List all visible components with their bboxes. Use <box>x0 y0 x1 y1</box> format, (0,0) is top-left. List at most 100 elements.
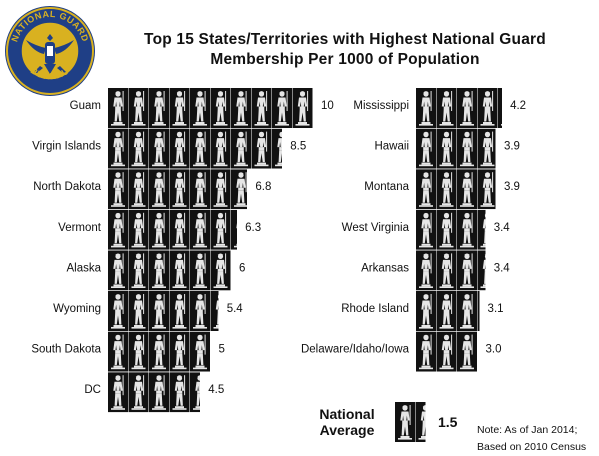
svg-text:BUREAU: BUREAU <box>29 65 71 81</box>
soldier-icon <box>190 372 200 413</box>
chart-row: Montana 3.9 <box>364 169 520 210</box>
soldier-icon <box>128 250 149 291</box>
soldier-icon <box>272 88 292 128</box>
soldier-icon <box>190 169 210 210</box>
soldier-icon <box>477 88 498 128</box>
soldier-icon <box>108 331 128 372</box>
category-label: Delaware/Idaho/Iowa <box>301 344 410 356</box>
data-label: 5 <box>219 344 225 356</box>
soldier-icon <box>231 128 251 169</box>
category-label: West Virginia <box>342 222 410 234</box>
soldier-icon <box>436 209 457 250</box>
soldier-icon <box>477 128 496 169</box>
soldier-icon <box>457 291 477 331</box>
soldier-icon <box>128 372 149 413</box>
soldier-icon <box>457 88 477 128</box>
category-label: North Dakota <box>33 181 101 193</box>
category-label: Hawaii <box>374 141 409 153</box>
soldier-icon <box>169 291 190 331</box>
national-average-label-line1: National <box>319 406 375 422</box>
chart-row: Delaware/Idaho/Iowa 3.0 <box>301 331 502 372</box>
soldier-icon <box>190 209 210 250</box>
chart-row: West Virginia 3.4 <box>342 209 511 250</box>
soldier-icon <box>169 209 190 250</box>
soldier-icon <box>210 128 231 169</box>
data-label: 6.3 <box>245 222 261 234</box>
soldier-icon <box>149 372 169 413</box>
soldier-icon <box>416 128 436 169</box>
soldier-icon <box>108 291 128 331</box>
national-average-icons <box>395 402 426 442</box>
soldier-icon <box>416 331 436 372</box>
soldier-icon <box>128 331 149 372</box>
chart-row: DC 4.5 <box>84 372 224 413</box>
soldier-icon <box>108 372 128 413</box>
category-label: South Dakota <box>31 344 101 356</box>
footnote: Note: As of Jan 2014; Based on 2010 Cens… <box>477 422 586 456</box>
category-label: Guam <box>70 100 101 112</box>
category-label: Alaska <box>66 262 101 274</box>
data-label: 6.8 <box>255 181 271 193</box>
soldier-icon <box>108 209 128 250</box>
soldier-icon <box>149 209 169 250</box>
soldier-icon <box>108 250 128 291</box>
soldier-icon <box>416 250 436 291</box>
seal-bottom-text: BUREAU <box>29 65 71 81</box>
category-label: Virgin Islands <box>32 141 101 153</box>
soldier-icon <box>457 209 477 250</box>
soldier-icon <box>149 169 169 210</box>
soldier-icon <box>416 209 436 250</box>
soldier-icon <box>457 169 477 210</box>
soldier-icon <box>149 291 169 331</box>
national-average-value: 1.5 <box>438 414 458 430</box>
soldier-icon <box>436 128 457 169</box>
soldier-icon <box>169 128 190 169</box>
data-label: 8.5 <box>290 141 306 153</box>
soldier-icon <box>149 331 169 372</box>
soldier-icon <box>108 128 128 169</box>
category-label: Arkansas <box>361 262 409 274</box>
data-label: 3.9 <box>504 181 520 193</box>
chart-title: Top 15 States/Territories with Highest N… <box>144 31 546 68</box>
soldier-icon <box>210 250 231 291</box>
soldier-icon <box>292 88 313 128</box>
soldier-icon <box>436 331 457 372</box>
soldier-icon <box>128 128 149 169</box>
national-average-label: National Average <box>312 406 382 438</box>
chart-row: Guam 10 <box>70 88 334 128</box>
soldier-icon <box>169 372 190 413</box>
data-label: 3.4 <box>494 222 511 234</box>
soldier-icon <box>251 88 272 128</box>
soldier-icon <box>108 169 128 210</box>
soldier-icon <box>149 128 169 169</box>
soldier-icon <box>231 169 247 210</box>
data-label: 4.2 <box>510 100 526 112</box>
data-label: 3.4 <box>494 262 511 274</box>
soldier-icon <box>190 331 210 372</box>
soldier-icon <box>128 209 149 250</box>
soldier-icon <box>210 209 231 250</box>
soldier-icon <box>457 331 477 372</box>
chart-row: Virgin Islands 8.5 <box>32 128 306 169</box>
soldier-icon <box>436 169 457 210</box>
soldier-icon <box>436 88 457 128</box>
soldier-icon <box>190 128 210 169</box>
soldier-icon <box>169 250 190 291</box>
soldier-icon <box>272 128 282 169</box>
footnote-line2: Based on 2010 Census <box>477 441 587 453</box>
soldier-icon <box>190 88 210 128</box>
footnote-line1: Note: As of Jan 2014; <box>477 424 578 436</box>
soldier-icon <box>128 291 149 331</box>
soldier-icon <box>108 88 128 128</box>
category-label: DC <box>84 384 101 396</box>
soldier-icon <box>457 250 477 291</box>
soldier-icon <box>416 169 436 210</box>
soldier-icon <box>210 169 231 210</box>
chart-row: Alaska 6 <box>66 250 245 291</box>
soldier-icon <box>231 88 251 128</box>
category-label: Rhode Island <box>341 303 409 315</box>
soldier-icon <box>149 88 169 128</box>
category-label: Mississippi <box>353 100 409 112</box>
soldier-icon <box>395 402 415 442</box>
